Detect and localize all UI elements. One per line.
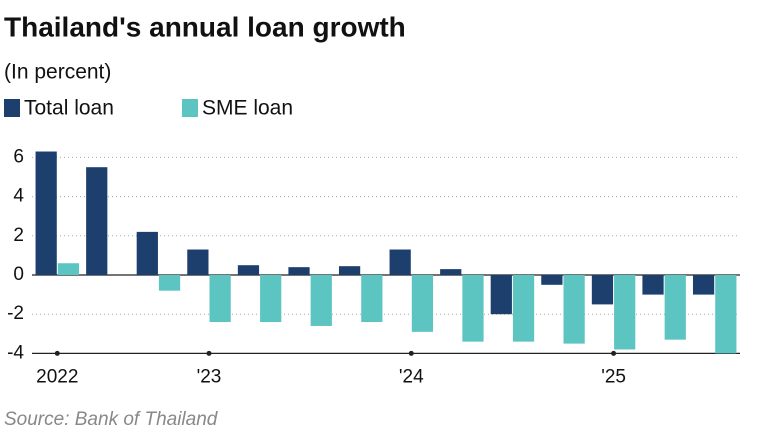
y-tick-label: -2 [7,303,24,324]
bar [338,266,361,275]
x-tick [54,350,60,356]
bar [158,275,181,291]
y-tick-label: 2 [13,225,24,246]
bar [462,275,484,342]
x-tick-label: '25 [601,366,626,387]
bar [57,263,80,275]
x-tick-label: '24 [399,366,424,387]
x-tick-label: 2022 [36,366,78,387]
bar [692,275,715,295]
legend-swatch [182,99,198,117]
source: Source: Bank of Thailand [4,409,219,430]
legend-swatch [4,99,20,117]
bar [35,151,57,275]
bar [715,275,737,354]
y-tick-label: 6 [13,146,24,167]
chart-title: Thailand's annual loan growth [4,11,406,42]
bar [310,275,332,326]
legend-label: Total loan [24,97,114,120]
x-tick [408,350,414,356]
y-tick-label: -4 [7,342,24,363]
bar [563,275,585,344]
legend-label: SME loan [202,97,293,120]
bar [237,265,260,275]
bar [642,275,664,295]
x-tick-label: '23 [197,366,222,387]
bar [411,275,434,332]
x-tick [611,350,617,356]
bar [512,275,535,342]
bar [490,275,512,315]
bar [136,231,158,275]
bar [361,275,383,323]
bar [541,275,563,285]
bar [187,249,209,275]
bar [591,275,614,305]
y-tick-label: 0 [13,264,24,285]
bar [209,275,231,323]
bar [614,275,636,350]
x-tick [206,350,212,356]
y-tick-label: 4 [13,186,24,207]
bar [440,269,462,275]
bar [86,167,108,275]
bar [288,267,310,275]
bar [664,275,686,340]
bar [260,275,282,323]
chart-subtitle: (In percent) [4,61,111,84]
bar [389,249,411,275]
